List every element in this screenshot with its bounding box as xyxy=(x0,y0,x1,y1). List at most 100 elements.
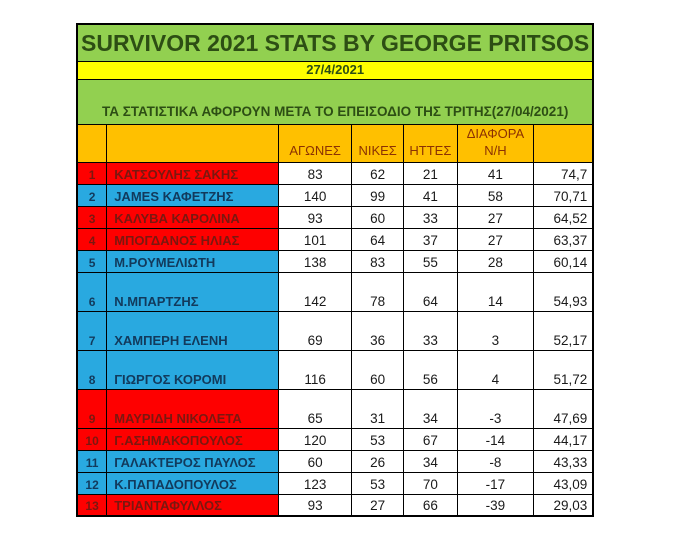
diff-cell: 4 xyxy=(456,349,535,390)
losses-cell: 41 xyxy=(403,183,458,207)
rank-cell: 11 xyxy=(76,449,108,473)
pct-cell: 44,17 xyxy=(533,427,594,451)
header-diff-line1: ΔΙΑΦΟΡΑ xyxy=(466,125,525,141)
diff-cell: 41 xyxy=(456,161,535,185)
table-row: 13 ΤΡΙΑΝΤΑΦΥΛΛΟΣ 93 27 66 -39 29,03 xyxy=(76,493,594,517)
games-cell: 83 xyxy=(278,161,353,185)
diff-cell: -39 xyxy=(456,493,535,517)
wins-cell: 31 xyxy=(351,388,405,429)
games-cell: 120 xyxy=(278,427,353,451)
losses-cell: 33 xyxy=(403,310,458,351)
wins-cell: 60 xyxy=(351,349,405,390)
rank-cell: 13 xyxy=(76,493,108,517)
wins-cell: 78 xyxy=(351,271,405,312)
diff-cell: 58 xyxy=(456,183,535,207)
games-cell: 93 xyxy=(278,205,353,229)
diff-cell: -14 xyxy=(456,427,535,451)
wins-cell: 60 xyxy=(351,205,405,229)
rank-cell: 3 xyxy=(76,205,108,229)
losses-cell: 67 xyxy=(403,427,458,451)
diff-cell: 3 xyxy=(456,310,535,351)
wins-cell: 62 xyxy=(351,161,405,185)
player-name-cell: ΚΑΛΥΒΑ ΚΑΡΟΛΙΝΑ xyxy=(106,205,280,229)
wins-cell: 53 xyxy=(351,471,405,495)
table-row: 10 Γ.ΑΣΗΜΑΚΟΠΟΥΛΟΣ 120 53 67 -14 44,17 xyxy=(76,427,594,451)
table-row: 7 ΧΑΜΠΕΡΗ ΕΛΕΝΗ 69 36 33 3 52,17 xyxy=(76,310,594,351)
player-name-cell: Κ.ΠΑΠΑΔΟΠΟΥΛΟΣ xyxy=(106,471,280,495)
wins-cell: 27 xyxy=(351,493,405,517)
pct-cell: 43,33 xyxy=(533,449,594,473)
losses-cell: 70 xyxy=(403,471,458,495)
diff-cell: 27 xyxy=(456,227,535,251)
losses-cell: 33 xyxy=(403,205,458,229)
pct-cell: 29,03 xyxy=(533,493,594,517)
losses-cell: 37 xyxy=(403,227,458,251)
player-name-cell: ΚΑΤΣΟΥΛΗΣ ΣΑΚΗΣ xyxy=(106,161,280,185)
games-cell: 93 xyxy=(278,493,353,517)
games-cell: 60 xyxy=(278,449,353,473)
rank-cell: 2 xyxy=(76,183,108,207)
table-row: 4 ΜΠΟΓΔΑΝΟΣ ΗΛΙΑΣ 101 64 37 27 63,37 xyxy=(76,227,594,251)
wins-cell: 64 xyxy=(351,227,405,251)
rank-cell: 4 xyxy=(76,227,108,251)
table-row: 3 ΚΑΛΥΒΑ ΚΑΡΟΛΙΝΑ 93 60 33 27 64,52 xyxy=(76,205,594,229)
rank-cell: 9 xyxy=(76,388,108,429)
wins-cell: 99 xyxy=(351,183,405,207)
rank-cell: 5 xyxy=(76,249,108,273)
header-games: ΑΓΩΝΕΣ xyxy=(278,123,353,163)
table-row: 8 ΓΙΩΡΓΟΣ ΚΟΡΟΜΙ 116 60 56 4 51,72 xyxy=(76,349,594,390)
header-rank-blank xyxy=(76,123,108,163)
table-row: 11 ΓΑΛΑΚΤΕΡΟΣ ΠΑΥΛΟΣ 60 26 34 -8 43,33 xyxy=(76,449,594,473)
player-name-cell: ΧΑΜΠΕΡΗ ΕΛΕΝΗ xyxy=(106,310,280,351)
page-title: SURVIVOR 2021 STATS BY GEORGE PRITSOS xyxy=(76,23,594,62)
games-cell: 138 xyxy=(278,249,353,273)
player-name-cell: ΜΠΟΓΔΑΝΟΣ ΗΛΙΑΣ xyxy=(106,227,280,251)
player-name-cell: ΤΡΙΑΝΤΑΦΥΛΛΟΣ xyxy=(106,493,280,517)
table-row: 6 Ν.ΜΠΑΡΤΖΗΣ 142 78 64 14 54,93 xyxy=(76,271,594,312)
rank-cell: 12 xyxy=(76,471,108,495)
pct-cell: 70,71 xyxy=(533,183,594,207)
header-losses: ΗΤΤΕΣ xyxy=(403,123,458,163)
player-name-cell: ΓΙΩΡΓΟΣ ΚΟΡΟΜΙ xyxy=(106,349,280,390)
losses-cell: 34 xyxy=(403,449,458,473)
games-cell: 142 xyxy=(278,271,353,312)
column-header-row: ΑΓΩΝΕΣ ΝΙΚΕΣ ΗΤΤΕΣ ΔΙΑΦΟΡΑ Ν/Η xyxy=(76,123,594,163)
wins-cell: 53 xyxy=(351,427,405,451)
pct-cell: 47,69 xyxy=(533,388,594,429)
games-cell: 69 xyxy=(278,310,353,351)
rank-cell: 1 xyxy=(76,161,108,185)
games-cell: 123 xyxy=(278,471,353,495)
date-banner: 27/4/2021 xyxy=(76,60,594,80)
player-name-cell: Γ.ΑΣΗΜΑΚΟΠΟΥΛΟΣ xyxy=(106,427,280,451)
table-row: 9 ΜΑΥΡΙΔΗ ΝΙΚΟΛΕΤΑ 65 31 34 -3 47,69 xyxy=(76,388,594,429)
games-cell: 116 xyxy=(278,349,353,390)
losses-cell: 21 xyxy=(403,161,458,185)
diff-cell: 27 xyxy=(456,205,535,229)
losses-cell: 34 xyxy=(403,388,458,429)
wins-cell: 36 xyxy=(351,310,405,351)
pct-cell: 51,72 xyxy=(533,349,594,390)
header-wins: ΝΙΚΕΣ xyxy=(351,123,405,163)
losses-cell: 55 xyxy=(403,249,458,273)
header-diff: ΔΙΑΦΟΡΑ Ν/Η xyxy=(456,123,535,163)
wins-cell: 83 xyxy=(351,249,405,273)
header-diff-line2: Ν/Η xyxy=(484,143,507,159)
table-row: 5 Μ.ΡΟΥΜΕΛΙΩΤΗ 138 83 55 28 60,14 xyxy=(76,249,594,273)
stats-table: SURVIVOR 2021 STATS BY GEORGE PRITSOS 27… xyxy=(76,23,595,518)
player-name-cell: Ν.ΜΠΑΡΤΖΗΣ xyxy=(106,271,280,312)
rank-cell: 8 xyxy=(76,349,108,390)
pct-cell: 43,09 xyxy=(533,471,594,495)
pct-cell: 60,14 xyxy=(533,249,594,273)
pct-cell: 54,93 xyxy=(533,271,594,312)
header-pct-blank xyxy=(533,123,594,163)
pct-cell: 63,37 xyxy=(533,227,594,251)
table-row: 1 ΚΑΤΣΟΥΛΗΣ ΣΑΚΗΣ 83 62 21 41 74,7 xyxy=(76,161,594,185)
games-cell: 65 xyxy=(278,388,353,429)
subtitle-banner: ΤΑ ΣΤΑΤΙΣΤΙΚΑ ΑΦΟΡΟΥΝ ΜΕΤΑ ΤΟ ΕΠΕΙΣΟΔΙΟ … xyxy=(76,78,594,125)
player-name-cell: Μ.ΡΟΥΜΕΛΙΩΤΗ xyxy=(106,249,280,273)
rank-cell: 10 xyxy=(76,427,108,451)
table-row: 12 Κ.ΠΑΠΑΔΟΠΟΥΛΟΣ 123 53 70 -17 43,09 xyxy=(76,471,594,495)
diff-cell: -3 xyxy=(456,388,535,429)
pct-cell: 52,17 xyxy=(533,310,594,351)
player-name-cell: JAMES ΚΑΦΕΤΖΗΣ xyxy=(106,183,280,207)
